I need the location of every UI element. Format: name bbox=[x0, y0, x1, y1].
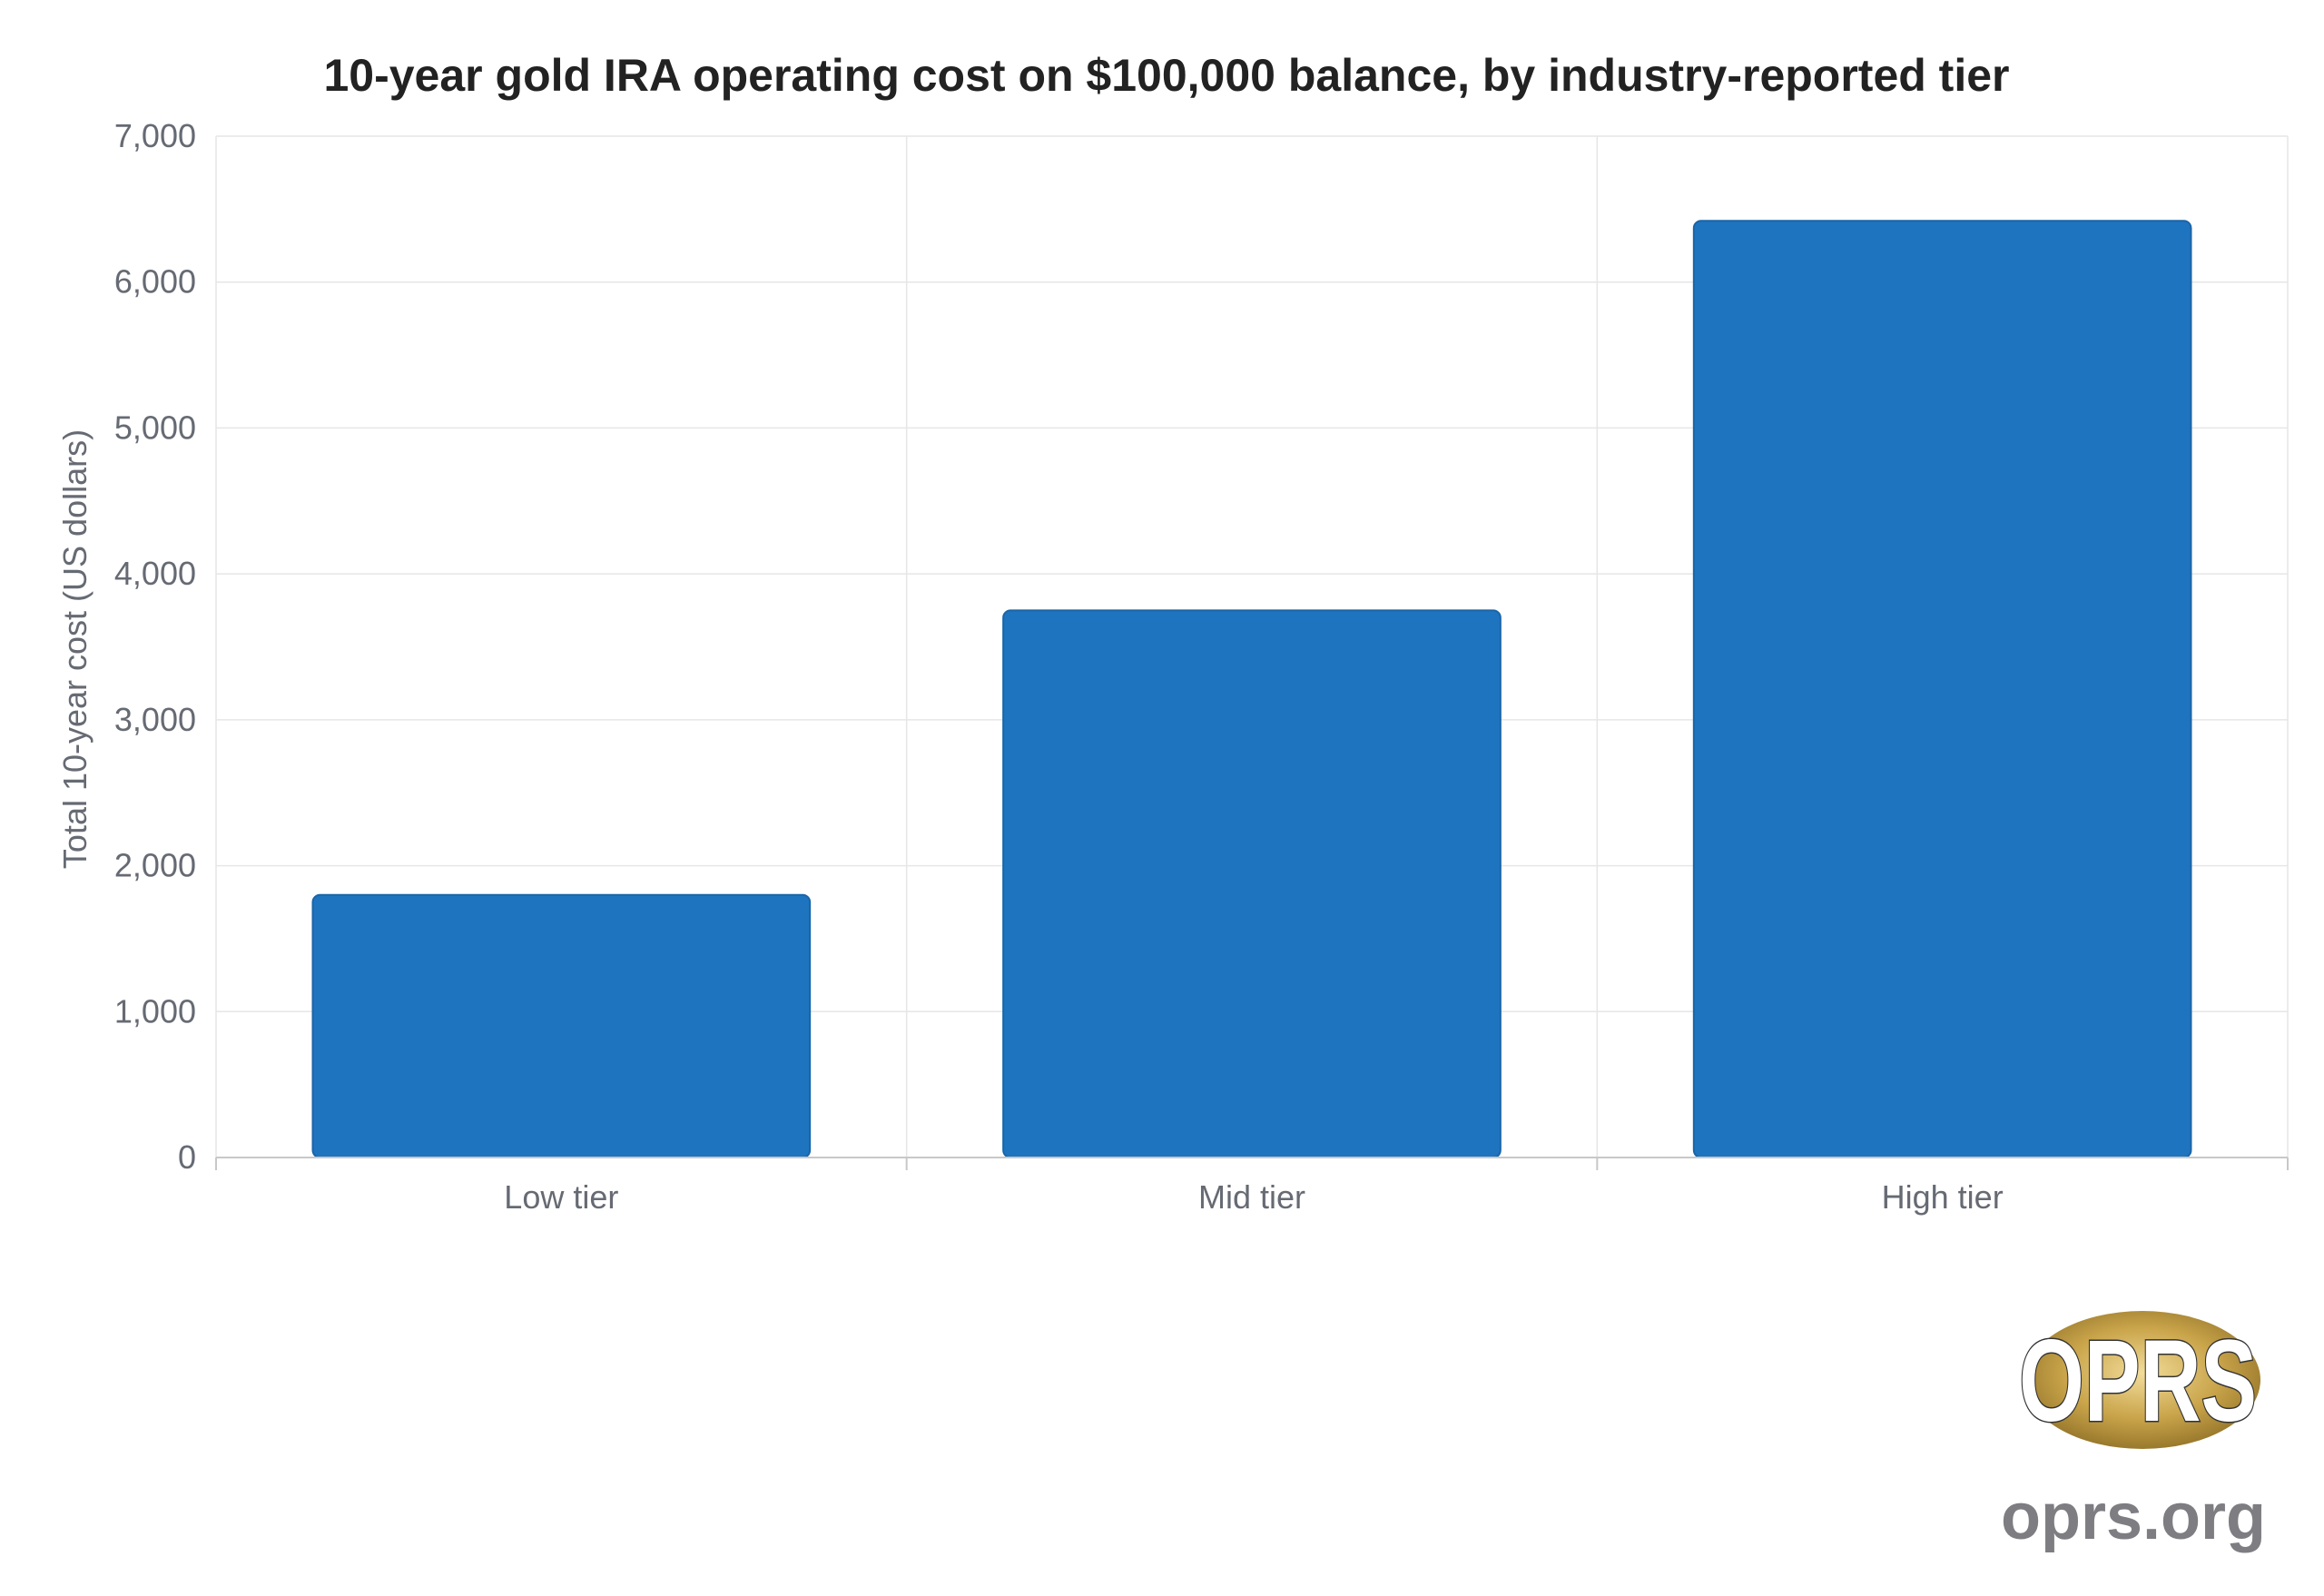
x-tick-label: High tier bbox=[1882, 1178, 2004, 1216]
y-tick-label: 6,000 bbox=[114, 263, 196, 300]
oprs-logo-icon: OPRS bbox=[2018, 1311, 2260, 1449]
x-tick-label: Low tier bbox=[504, 1178, 618, 1216]
y-tick-label: 4,000 bbox=[114, 555, 196, 592]
bars bbox=[311, 220, 2192, 1159]
bar-high-tier bbox=[1692, 220, 2192, 1159]
bar-low-tier bbox=[311, 893, 812, 1158]
y-tick-labels: 0 1,000 2,000 3,000 4,000 5,000 6,000 7,000 bbox=[114, 117, 196, 1176]
y-tick-label: 1,000 bbox=[114, 992, 196, 1030]
y-tick-label: 2,000 bbox=[114, 847, 196, 884]
x-tick-labels: Low tier Mid tier High tier bbox=[504, 1178, 2003, 1216]
grid-lines bbox=[215, 135, 2289, 1158]
y-axis-label: Total 10-year cost (US dollars) bbox=[56, 429, 94, 869]
y-tick-label: 0 bbox=[178, 1138, 196, 1176]
logo-gold-disc bbox=[2024, 1311, 2260, 1449]
y-tick-label: 7,000 bbox=[114, 117, 196, 154]
x-tick-label: Mid tier bbox=[1198, 1178, 1305, 1216]
y-tick-label: 5,000 bbox=[114, 409, 196, 446]
logo-wordmark: OPRS bbox=[2019, 1316, 2257, 1446]
bar-mid-tier bbox=[1002, 609, 1502, 1158]
axes bbox=[215, 1157, 2289, 1170]
y-tick-label: 3,000 bbox=[114, 701, 196, 738]
chart-title: 10-year gold IRA operating cost on $100,… bbox=[323, 50, 2009, 101]
site-url: oprs.org bbox=[2001, 1481, 2266, 1553]
